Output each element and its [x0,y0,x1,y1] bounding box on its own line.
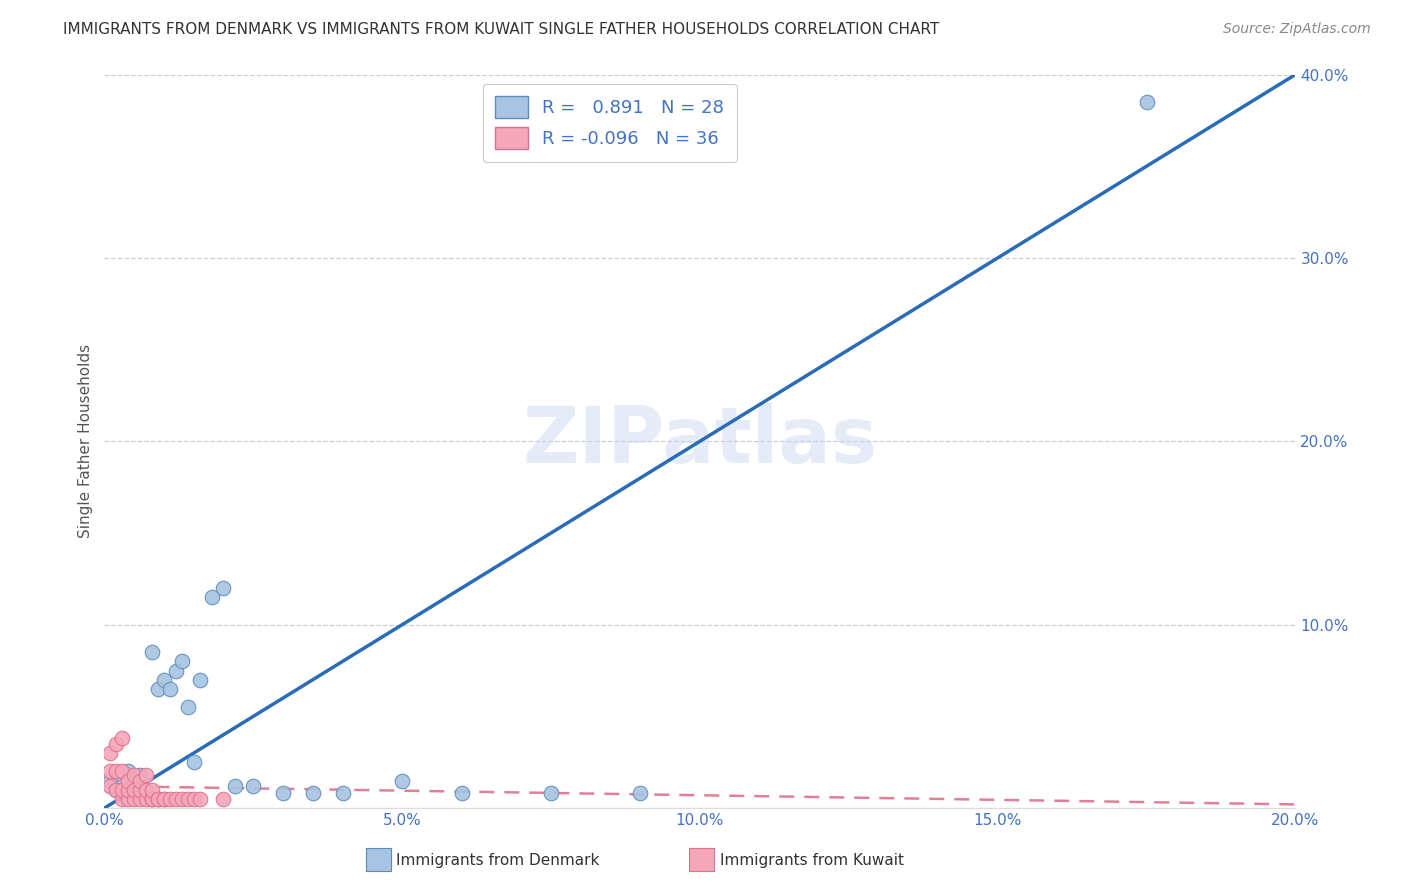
Point [111,792,134,806]
Point [1135,95,1157,109]
Point [135,768,157,782]
Point [159,681,181,696]
Point [122,782,145,797]
Point [200,590,222,604]
Point [212,581,235,595]
Point [117,773,139,788]
Point [170,654,193,668]
Point [105,782,128,797]
Point [117,782,139,797]
Point [153,792,176,806]
Point [141,645,163,659]
Point [98,764,121,779]
Point [135,782,157,797]
Point [141,782,163,797]
Point [153,673,176,687]
Point [165,792,187,806]
Point [450,786,472,800]
Point [271,786,294,800]
Point [540,786,562,800]
Point [117,792,139,806]
Point [212,792,235,806]
Point [105,764,128,779]
Point [146,792,169,806]
Point [135,792,157,806]
Text: Immigrants from Denmark: Immigrants from Denmark [396,854,600,868]
Point [146,681,169,696]
Point [242,779,264,793]
Point [332,786,354,800]
Point [146,792,169,806]
Point [224,779,246,793]
Point [98,773,121,788]
Point [129,782,152,797]
Point [105,782,128,797]
Point [159,792,181,806]
Point [111,764,134,779]
Point [105,737,128,751]
Point [129,792,152,806]
Point [183,756,205,770]
Text: Immigrants from Kuwait: Immigrants from Kuwait [720,854,904,868]
Text: ZIPatlas: ZIPatlas [523,403,877,479]
Point [135,786,157,800]
Point [391,773,413,788]
Point [98,779,121,793]
Text: IMMIGRANTS FROM DENMARK VS IMMIGRANTS FROM KUWAIT SINGLE FATHER HOUSEHOLDS CORRE: IMMIGRANTS FROM DENMARK VS IMMIGRANTS FR… [63,22,939,37]
Point [129,768,152,782]
Legend: R =   0.891   N = 28, R = -0.096   N = 36: R = 0.891 N = 28, R = -0.096 N = 36 [482,84,737,162]
Point [122,792,145,806]
Point [122,768,145,782]
Text: Source: ZipAtlas.com: Source: ZipAtlas.com [1223,22,1371,37]
Point [301,786,323,800]
Point [98,746,121,760]
Point [141,792,163,806]
Point [183,792,205,806]
Point [188,673,211,687]
Point [141,792,163,806]
Y-axis label: Single Father Households: Single Father Households [79,344,93,539]
Point [111,731,134,746]
Point [165,664,187,678]
Point [177,700,200,714]
Point [188,792,211,806]
Point [177,792,200,806]
Point [117,764,139,779]
Point [628,786,651,800]
Point [122,786,145,800]
Point [153,792,176,806]
Point [170,792,193,806]
Point [111,782,134,797]
Point [111,779,134,793]
Point [129,773,152,788]
